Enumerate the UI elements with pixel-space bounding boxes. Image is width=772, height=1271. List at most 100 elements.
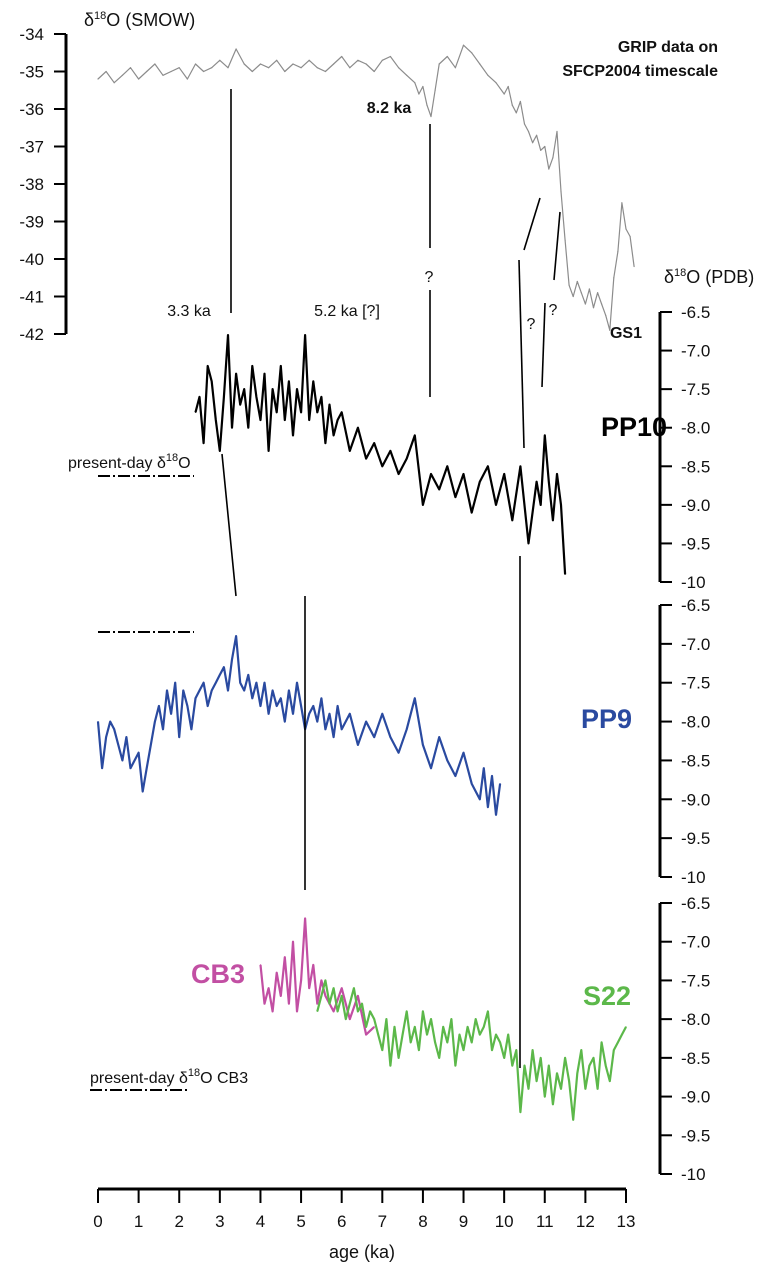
data-point-pp9 — [170, 713, 172, 715]
series-line-cb3 — [259, 917, 375, 1036]
data-point-cb3 — [308, 987, 310, 989]
data-point-s22 — [402, 1034, 404, 1036]
data-point-pp10 — [381, 465, 383, 467]
data-point-grip — [446, 55, 448, 58]
data-point-pp9 — [174, 682, 176, 684]
data-point-cb3 — [288, 1003, 290, 1005]
x-tick-label: 11 — [536, 1212, 554, 1231]
data-point-s22 — [389, 1065, 391, 1067]
data-point-pp9 — [381, 713, 383, 715]
data-point-cb3 — [296, 1010, 298, 1013]
data-point-grip — [349, 67, 351, 69]
x-tick-label: 7 — [378, 1212, 387, 1231]
data-point-pp9 — [292, 713, 294, 715]
data-point-grip — [414, 82, 416, 84]
series-label-cb3: CB3 — [191, 959, 245, 989]
data-point-pp9 — [231, 658, 233, 661]
ann-5-2-ka: 5.2 ka [?] — [314, 303, 380, 320]
data-point-s22 — [406, 1010, 408, 1013]
data-point-pp9 — [446, 759, 448, 762]
data-point-pp9 — [101, 767, 103, 769]
data-point-pp9 — [414, 697, 416, 699]
data-point-cb3 — [349, 1018, 351, 1020]
data-point-s22 — [426, 1034, 428, 1036]
left-tick-label: -35 — [19, 63, 44, 82]
data-point-grip — [527, 130, 530, 133]
data-point-pp10 — [203, 442, 205, 444]
data-point-grip — [146, 70, 148, 73]
data-point-grip — [592, 307, 595, 309]
data-point-s22 — [544, 1096, 546, 1098]
data-point-s22 — [597, 1088, 599, 1090]
data-point-pp9 — [251, 697, 253, 699]
data-point-pp9 — [162, 728, 164, 730]
x-tick-label: 3 — [215, 1212, 224, 1231]
data-point-pp10 — [280, 365, 282, 367]
data-point-s22 — [410, 1041, 412, 1043]
question-mark-label: ? — [527, 316, 536, 333]
data-point-pp10 — [215, 419, 217, 421]
data-point-pp10 — [414, 434, 416, 436]
data-point-cb3 — [272, 1010, 274, 1013]
data-point-s22 — [369, 1010, 371, 1013]
data-point-s22 — [564, 1057, 566, 1059]
data-point-pp9 — [499, 783, 501, 785]
data-point-pp9 — [182, 689, 184, 692]
data-point-s22 — [479, 1034, 481, 1036]
data-point-pp10 — [357, 427, 359, 429]
data-point-pp9 — [272, 689, 274, 692]
data-point-grip — [308, 59, 310, 61]
left-tick-label: -38 — [19, 175, 44, 194]
data-point-grip — [381, 59, 383, 61]
data-point-s22 — [434, 1041, 436, 1043]
right-tick-label: -6.5 — [681, 894, 710, 913]
data-point-pp9 — [276, 705, 278, 707]
data-point-pp10 — [462, 473, 465, 475]
right-tick-label: -10 — [681, 1165, 706, 1184]
data-point-s22 — [450, 1018, 452, 1020]
data-point-pp10 — [519, 465, 522, 467]
data-point-pp10 — [333, 434, 335, 436]
data-point-pp9 — [333, 736, 335, 738]
data-point-s22 — [560, 1088, 562, 1090]
data-point-pp9 — [150, 744, 152, 746]
data-point-pp9 — [389, 736, 391, 738]
data-point-grip — [235, 48, 237, 50]
right-tick-label: -8.0 — [681, 1010, 710, 1029]
data-point-pp9 — [146, 767, 148, 769]
data-point-grip — [540, 149, 542, 151]
data-point-pp10 — [194, 411, 197, 413]
data-point-pp9 — [219, 674, 221, 676]
data-point-cb3 — [312, 964, 314, 966]
data-point-pp9 — [491, 775, 493, 777]
data-point-cb3 — [373, 1026, 375, 1028]
data-point-pp9 — [194, 697, 197, 699]
data-point-s22 — [398, 1057, 400, 1059]
right-tick-label: -6.5 — [681, 596, 710, 615]
correlation-tie-line — [518, 259, 525, 449]
event-8-2-label: 8.2 ka — [367, 100, 412, 117]
right-tick-label: -8.5 — [681, 1049, 710, 1068]
data-point-grip — [251, 70, 253, 73]
right-tick-label: -9.0 — [681, 496, 710, 515]
data-point-pp10 — [219, 450, 221, 452]
data-point-grip — [268, 67, 270, 69]
x-tick-label: 4 — [256, 1212, 265, 1231]
data-point-s22 — [601, 1041, 603, 1043]
data-point-pp10 — [540, 504, 542, 506]
data-point-grip — [511, 104, 513, 106]
data-point-s22 — [609, 1080, 611, 1082]
data-point-pp9 — [280, 697, 282, 699]
data-point-grip — [625, 228, 627, 230]
data-point-grip — [584, 303, 587, 305]
data-point-s22 — [467, 1026, 469, 1028]
data-point-pp9 — [406, 728, 408, 730]
data-point-pp10 — [471, 511, 473, 514]
data-point-pp9 — [203, 682, 205, 684]
series-label-s22: S22 — [583, 981, 631, 1011]
right-tick-label: -9.5 — [681, 534, 710, 553]
data-point-pp9 — [357, 744, 359, 746]
data-point-s22 — [333, 987, 335, 989]
data-point-grip — [633, 265, 635, 268]
